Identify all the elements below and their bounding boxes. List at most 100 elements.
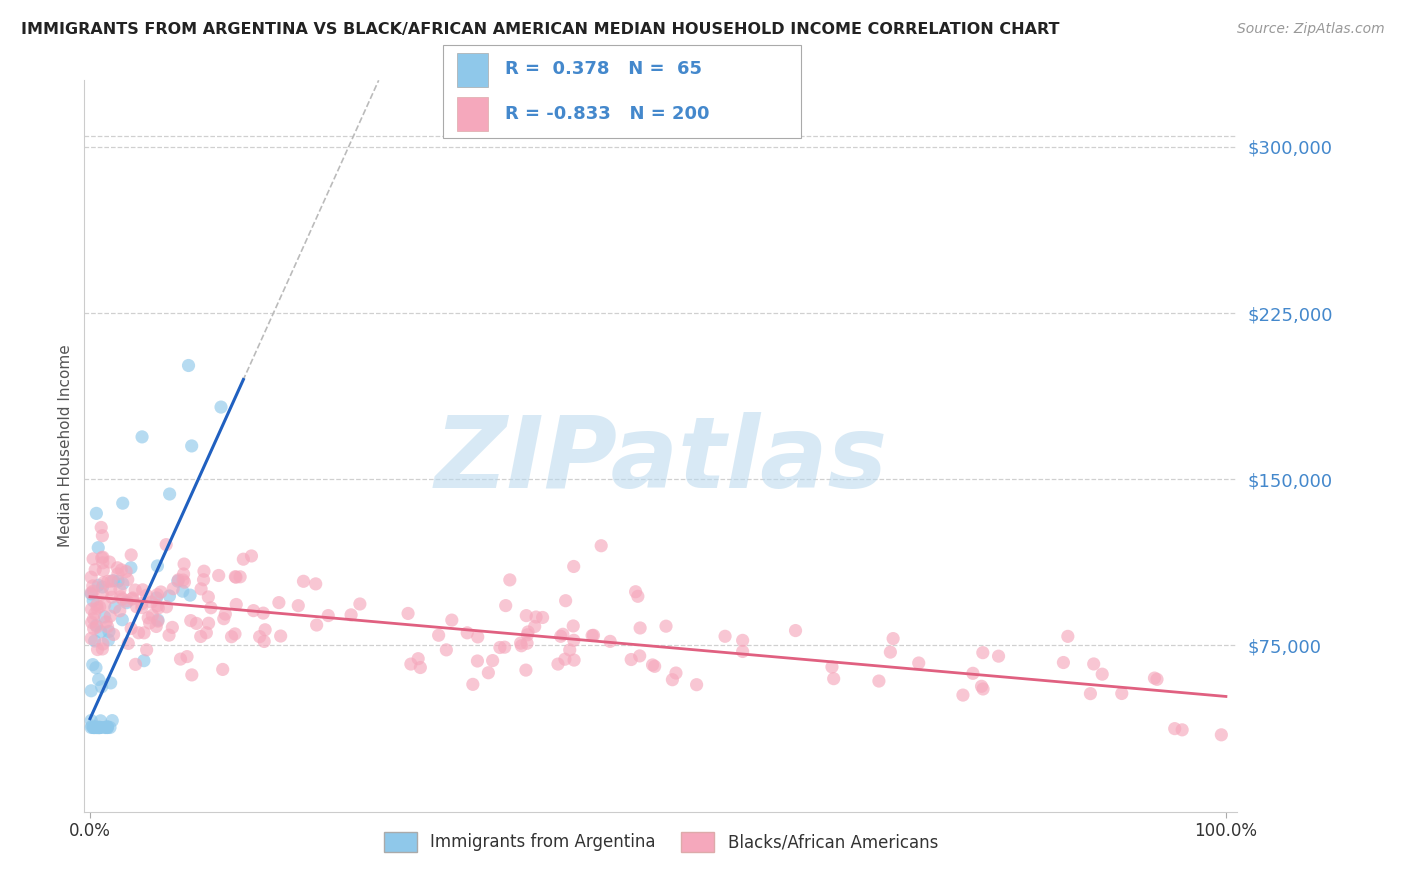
Point [86,601,108,615]
Point [1211,728,1233,742]
Point [211,662,233,676]
Point [180,668,202,682]
Point [195,625,218,640]
Point [644,659,666,673]
Point [882,632,904,646]
Point [96,720,118,734]
Point [135,643,157,657]
Point [155,599,177,614]
Point [80,683,103,698]
Point [972,646,994,660]
Point [489,640,512,655]
Point [172,584,194,599]
Point [461,677,484,691]
Point [554,652,576,666]
Point [562,653,585,667]
Point [91,550,114,565]
Point [80,586,103,600]
Point [406,651,429,665]
Point [558,643,581,657]
Point [1146,673,1168,687]
Point [481,654,503,668]
Point [90,680,112,694]
Point [1143,671,1166,685]
Point [110,563,132,577]
Point [987,649,1010,664]
Point [108,582,131,597]
Point [107,566,129,581]
Point [87,673,110,687]
Point [197,616,219,631]
Point [86,642,108,657]
Point [242,604,264,618]
Point [477,665,499,680]
Point [440,613,463,627]
Point [523,619,546,633]
Point [80,719,103,733]
Point [89,599,111,614]
Point [200,600,222,615]
Point [179,588,201,602]
Point [193,564,215,578]
Point [467,630,489,644]
Point [82,552,104,566]
Point [146,613,169,627]
Point [89,721,111,735]
Point [146,588,169,602]
Legend: Immigrants from Argentina, Blacks/African Americans: Immigrants from Argentina, Blacks/Africa… [377,826,945,858]
Point [515,663,537,677]
Point [111,592,134,607]
Point [456,625,478,640]
Point [232,552,254,566]
Point [94,721,117,735]
Point [620,652,643,666]
Point [84,618,107,632]
Point [516,636,538,650]
Point [94,615,117,629]
Point [467,654,489,668]
Point [111,576,134,591]
Point [340,607,363,622]
Point [624,584,647,599]
Point [84,661,107,675]
Point [305,577,328,591]
Point [90,714,112,728]
Text: ZIPatlas: ZIPatlas [434,412,887,509]
Point [173,557,195,571]
Point [972,681,994,696]
Point [94,598,117,612]
Point [562,633,585,648]
Point [82,612,104,626]
Point [267,596,290,610]
Point [173,575,195,590]
Point [87,541,110,555]
Point [120,560,142,574]
Point [714,629,737,643]
Point [547,657,569,671]
Point [93,610,115,624]
Point [115,596,138,610]
Point [138,615,160,630]
Point [86,507,108,521]
Point [87,721,110,735]
Point [785,624,807,638]
Point [599,634,621,648]
Point [90,550,112,565]
Point [80,632,103,646]
Point [100,582,122,597]
Text: R = -0.833   N = 200: R = -0.833 N = 200 [505,105,709,123]
Point [128,625,150,640]
Point [83,721,105,735]
Point [162,582,184,596]
Point [82,584,104,599]
Point [86,620,108,634]
Point [159,487,181,501]
Point [97,721,120,735]
Point [86,598,108,612]
Point [173,566,195,581]
Point [224,569,246,583]
Point [427,628,450,642]
Point [117,636,139,650]
Point [84,563,107,577]
Point [91,563,114,577]
